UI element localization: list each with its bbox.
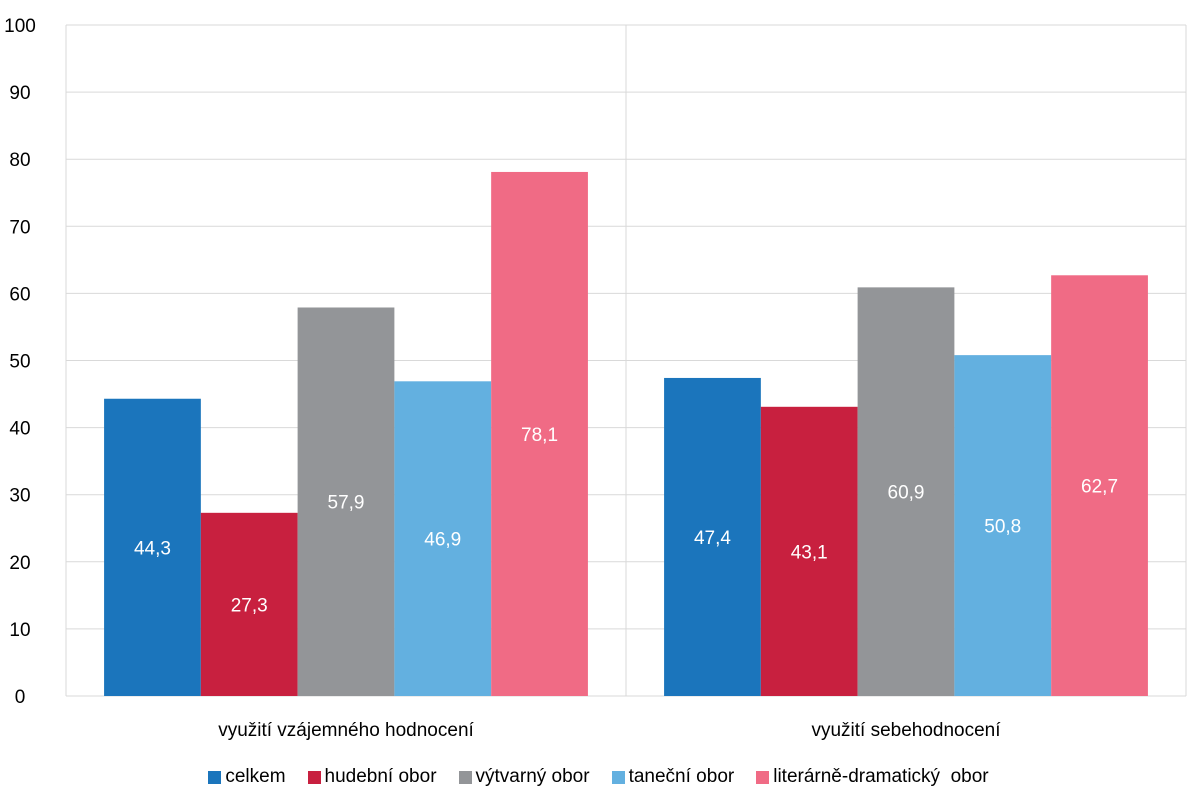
- gridlines: [65, 24, 1187, 697]
- legend-label: výtvarný obor: [475, 766, 590, 787]
- bars: [104, 171, 1148, 697]
- legend-swatch: [458, 770, 472, 784]
- legend-item: výtvarný obor: [458, 766, 590, 788]
- legend-label: celkem: [225, 766, 286, 787]
- bar-3-0: [394, 381, 492, 696]
- legend-item: taneční obor: [611, 766, 735, 788]
- legend-swatch: [611, 770, 625, 784]
- y-tick-label: 30: [9, 486, 30, 507]
- y-tick-label: 90: [9, 83, 30, 104]
- data-label: 50,8: [984, 517, 1021, 538]
- y-tick-label: 10: [9, 620, 30, 641]
- y-tick-label: 100: [4, 16, 36, 37]
- data-label: 60,9: [888, 483, 925, 504]
- bar-1-1: [760, 406, 858, 696]
- legend-label: literárně-dramatický obor: [773, 766, 989, 787]
- y-tick-label: 70: [9, 217, 30, 238]
- bar-4-0: [491, 171, 588, 697]
- y-tick-label: 20: [9, 553, 30, 574]
- bar-1-0: [200, 512, 298, 696]
- y-axis-tick-labels: 0 10 20 30 40 50 60 70 80 90 100: [4, 16, 36, 708]
- bar-2-1: [857, 287, 955, 696]
- y-tick-label: 50: [9, 352, 30, 373]
- x-axis-category-labels: využití vzájemného hodnocení využití sebe…: [218, 720, 1001, 741]
- data-label: 78,1: [521, 425, 558, 446]
- y-tick-label: 0: [15, 687, 26, 708]
- bar-3-1: [954, 355, 1052, 696]
- data-labels: 44,3 27,3 57,9 46,9 78,1 47,4 43,1 60,9 50,8 62,7: [134, 425, 1118, 616]
- data-label: 57,9: [328, 493, 365, 514]
- bar-2-0: [297, 307, 395, 696]
- legend-label: taneční obor: [628, 766, 735, 787]
- data-label: 27,3: [231, 595, 268, 616]
- legend-swatch: [756, 770, 770, 784]
- data-label: 43,1: [791, 542, 828, 563]
- legend-swatch: [307, 770, 321, 784]
- legend-item: hudební obor: [307, 766, 437, 788]
- legend: celkem hudební obor výtvarný obor taneční o…: [0, 762, 1197, 792]
- bar-0-1: [664, 377, 761, 696]
- data-label: 47,4: [694, 528, 731, 549]
- bar-4-1: [1051, 275, 1148, 696]
- legend-swatch: [208, 770, 222, 784]
- data-label: 44,3: [134, 538, 171, 559]
- legend-item: literárně-dramatický obor: [756, 766, 989, 788]
- legend-label: hudební obor: [324, 766, 437, 787]
- category-label: využití sebehodnocení: [811, 720, 1001, 741]
- y-tick-label: 60: [9, 284, 30, 305]
- data-label: 62,7: [1081, 477, 1118, 498]
- bar-0-0: [104, 398, 201, 696]
- category-label: využití vzájemného hodnocení: [218, 720, 474, 741]
- legend-item: celkem: [208, 766, 286, 788]
- y-tick-label: 40: [9, 419, 30, 440]
- y-tick-label: 80: [9, 150, 30, 171]
- data-label: 46,9: [424, 530, 461, 551]
